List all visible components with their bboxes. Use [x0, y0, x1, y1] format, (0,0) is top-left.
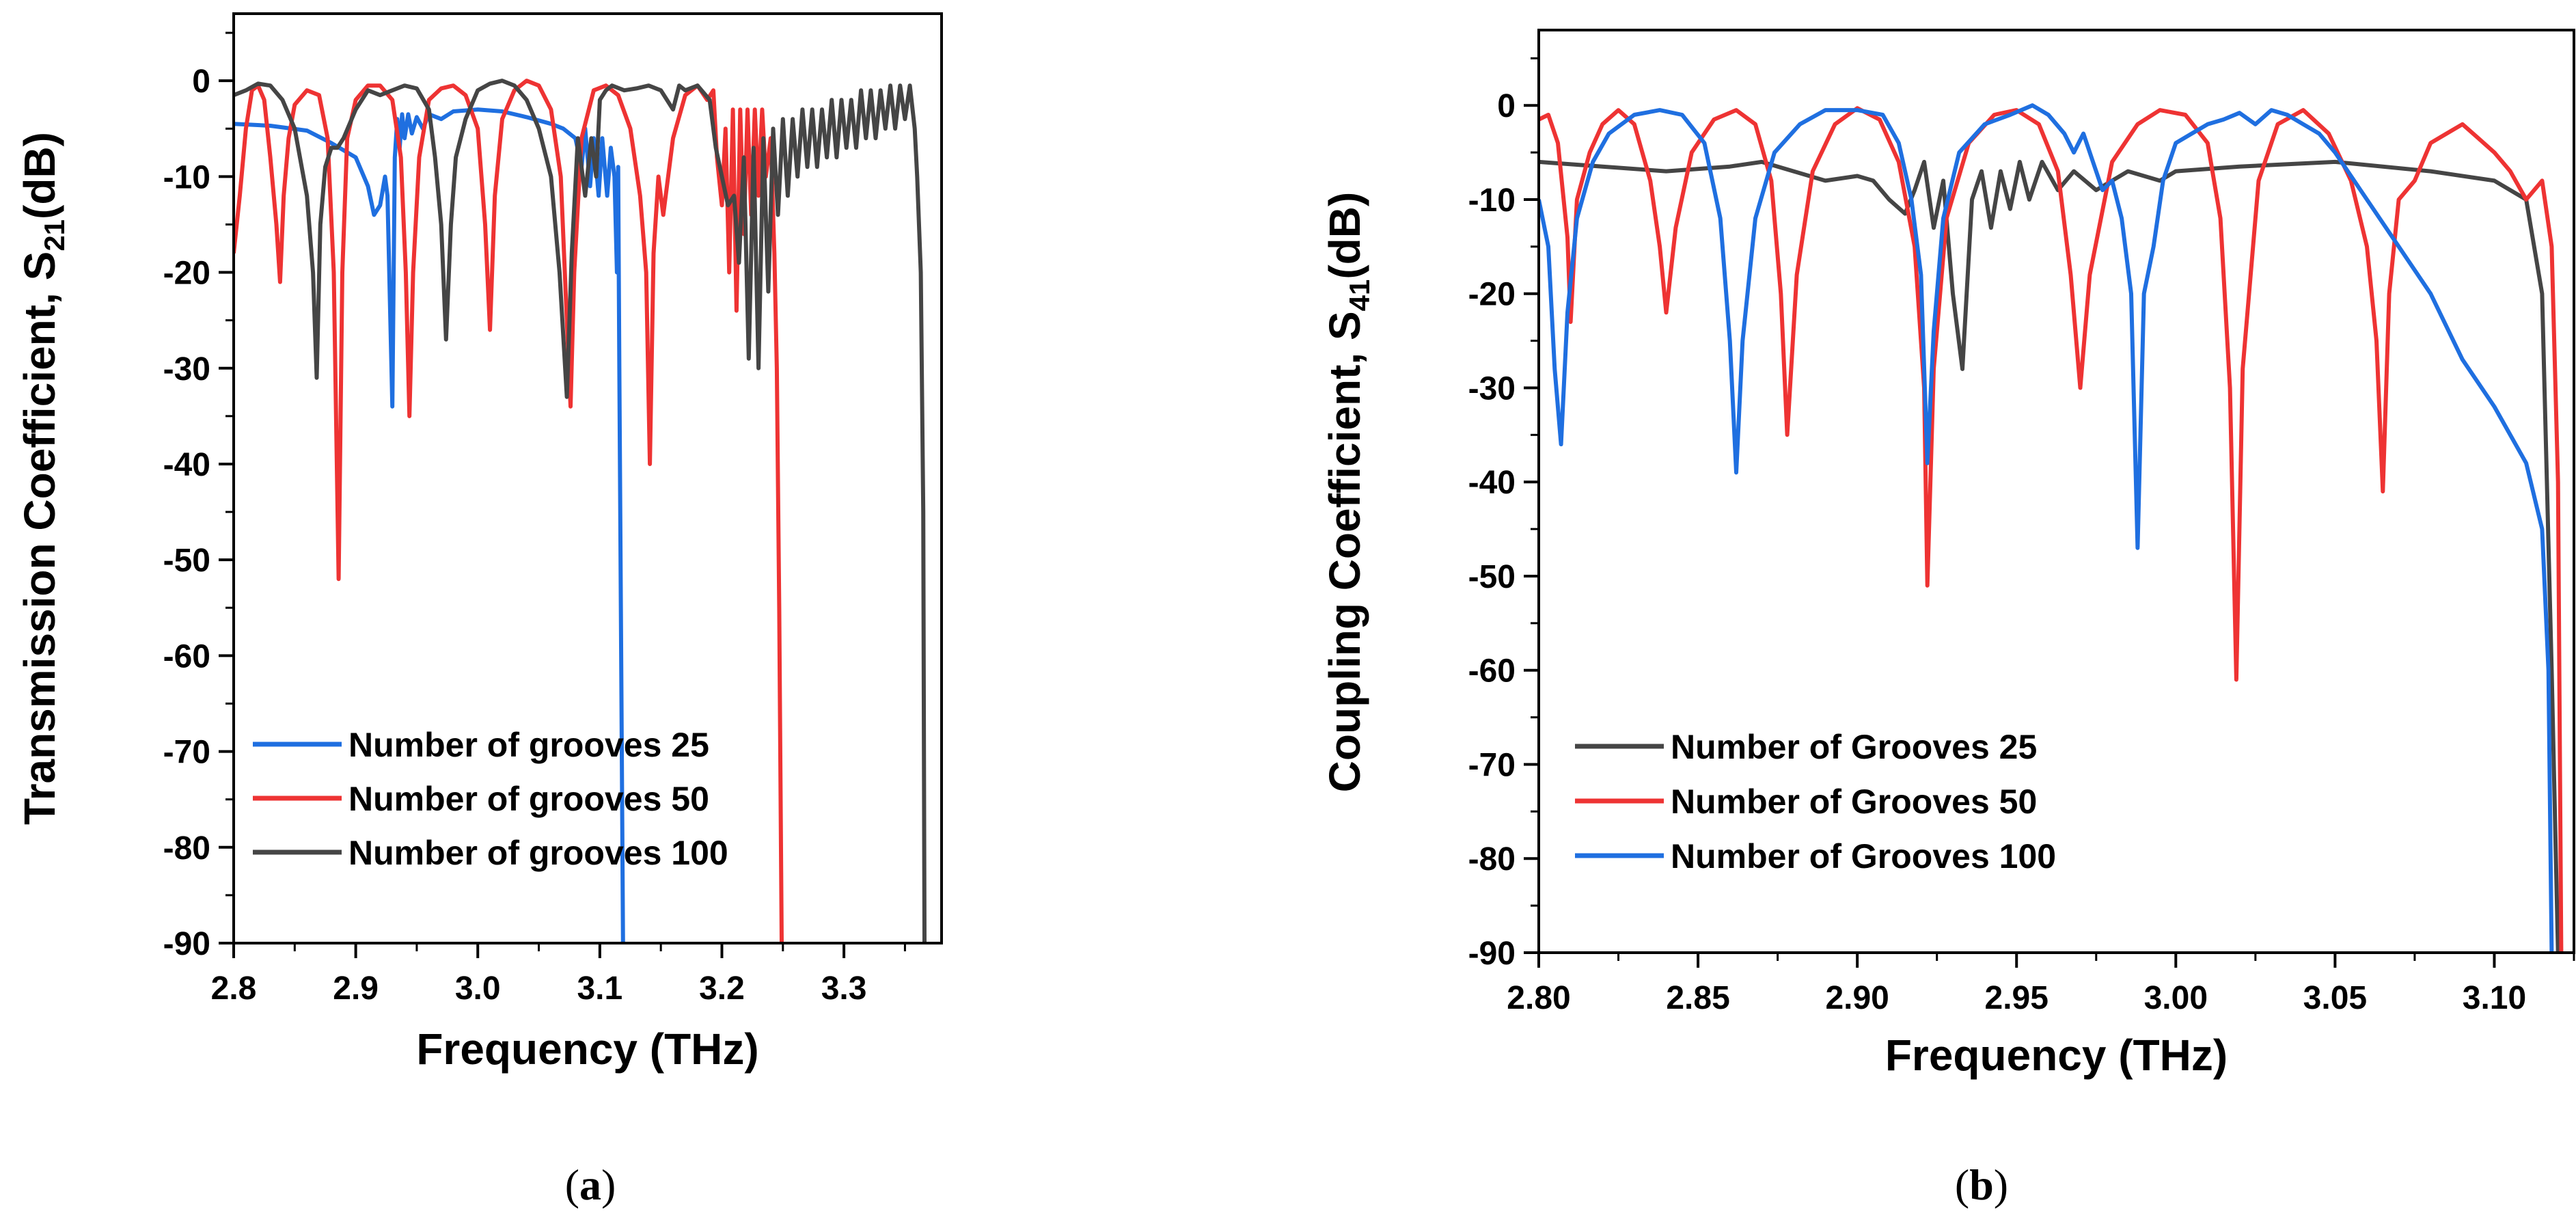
x-tick-label: 3.05 [2303, 980, 2367, 1016]
legend-label: Number of grooves 50 [348, 780, 709, 818]
y-tick-label: -30 [163, 351, 210, 387]
x-tick-label: 2.80 [1507, 980, 1570, 1016]
y-axis-label: Transmission Coefficient, S21(dB) [15, 132, 70, 825]
x-tick-label: 3.00 [2144, 980, 2208, 1016]
series-line-3 [1539, 103, 2554, 953]
legend-item-grooves-100: Number of Grooves 100 [1575, 837, 2056, 875]
legend-label: Number of Grooves 25 [1671, 728, 2037, 766]
series-line-2 [234, 79, 784, 943]
y-tick-label: -10 [163, 159, 210, 195]
y-tick-label: -40 [163, 447, 210, 483]
x-axis-label: Frequency (THz) [1885, 1031, 2228, 1080]
panel-caption: (b) [1955, 1160, 2008, 1209]
y-tick-label: -10 [1468, 182, 1516, 219]
series-line-1 [234, 107, 625, 943]
legend: Number of grooves 25 Number of grooves 5… [253, 726, 728, 872]
y-tick-label: -70 [163, 735, 210, 771]
legend-label: Number of Grooves 100 [1671, 837, 2056, 875]
legend-item-grooves-50: Number of grooves 50 [253, 780, 709, 818]
y-tick-label: -20 [1468, 277, 1516, 313]
y-tick-label: -60 [1468, 653, 1516, 690]
x-tick-label: 2.85 [1666, 980, 1729, 1016]
y-tick-label: 0 [192, 64, 210, 100]
chart-panel-b: 0 -10 -20 -30 -40 -50 -60 -70 -80 -90 2.80 2.85 2.90… [1320, 29, 2575, 1209]
y-axis-label: Coupling Coefficient, S41(dB) [1320, 192, 1375, 793]
x-tick-label: 3.0 [455, 970, 501, 1007]
legend-label: Number of grooves 100 [348, 834, 728, 872]
chart-panel-a: 0 -10 -20 -30 -40 -50 -60 -70 -80 -902.8 2.9 3.0 3.1… [15, 12, 943, 1209]
y-tick-label: -80 [1468, 841, 1516, 878]
legend-item-grooves-100: Number of grooves 100 [253, 834, 728, 872]
y-tick-label: -30 [1468, 370, 1516, 407]
x-tick-label: 3.1 [577, 970, 622, 1007]
x-axis-label: Frequency (THz) [416, 1024, 758, 1074]
panel-caption: (a) [565, 1160, 616, 1209]
y-tick-label: 0 [1497, 88, 1516, 124]
x-tick-label: 3.2 [699, 970, 745, 1007]
plot-frame [232, 12, 943, 944]
legend-item-grooves-25: Number of grooves 25 [253, 726, 709, 764]
series-line-2 [1539, 106, 2564, 953]
x-tick-label: 2.90 [1825, 980, 1889, 1016]
y-tick-label: -40 [1468, 465, 1516, 501]
x-tick-label: 3.10 [2463, 980, 2526, 1016]
plot-frame [1537, 29, 2575, 954]
legend-item-grooves-25: Number of Grooves 25 [1575, 728, 2037, 766]
y-tick-label: -70 [1468, 747, 1516, 783]
x-tick-label: 2.95 [1985, 980, 2049, 1016]
series-line-3 [234, 79, 927, 943]
legend-label: Number of Grooves 50 [1671, 783, 2037, 821]
y-tick-label: -80 [163, 830, 210, 867]
x-tick-label: 3.3 [821, 970, 867, 1007]
y-tick-label: -20 [163, 256, 210, 292]
legend: Number of Grooves 25 Number of Grooves 5… [1575, 728, 2056, 875]
y-tick-label: -50 [163, 543, 210, 579]
x-tick-label: 2.8 [211, 970, 257, 1007]
y-tick-label: -90 [1468, 936, 1516, 972]
y-tick-label: -50 [1468, 559, 1516, 595]
series-line-1 [1539, 159, 2560, 953]
legend-item-grooves-50: Number of Grooves 50 [1575, 783, 2037, 821]
y-tick-label: -90 [163, 926, 210, 962]
y-tick-label: -60 [163, 638, 210, 675]
legend-label: Number of grooves 25 [348, 726, 709, 764]
x-tick-label: 2.9 [333, 970, 379, 1007]
